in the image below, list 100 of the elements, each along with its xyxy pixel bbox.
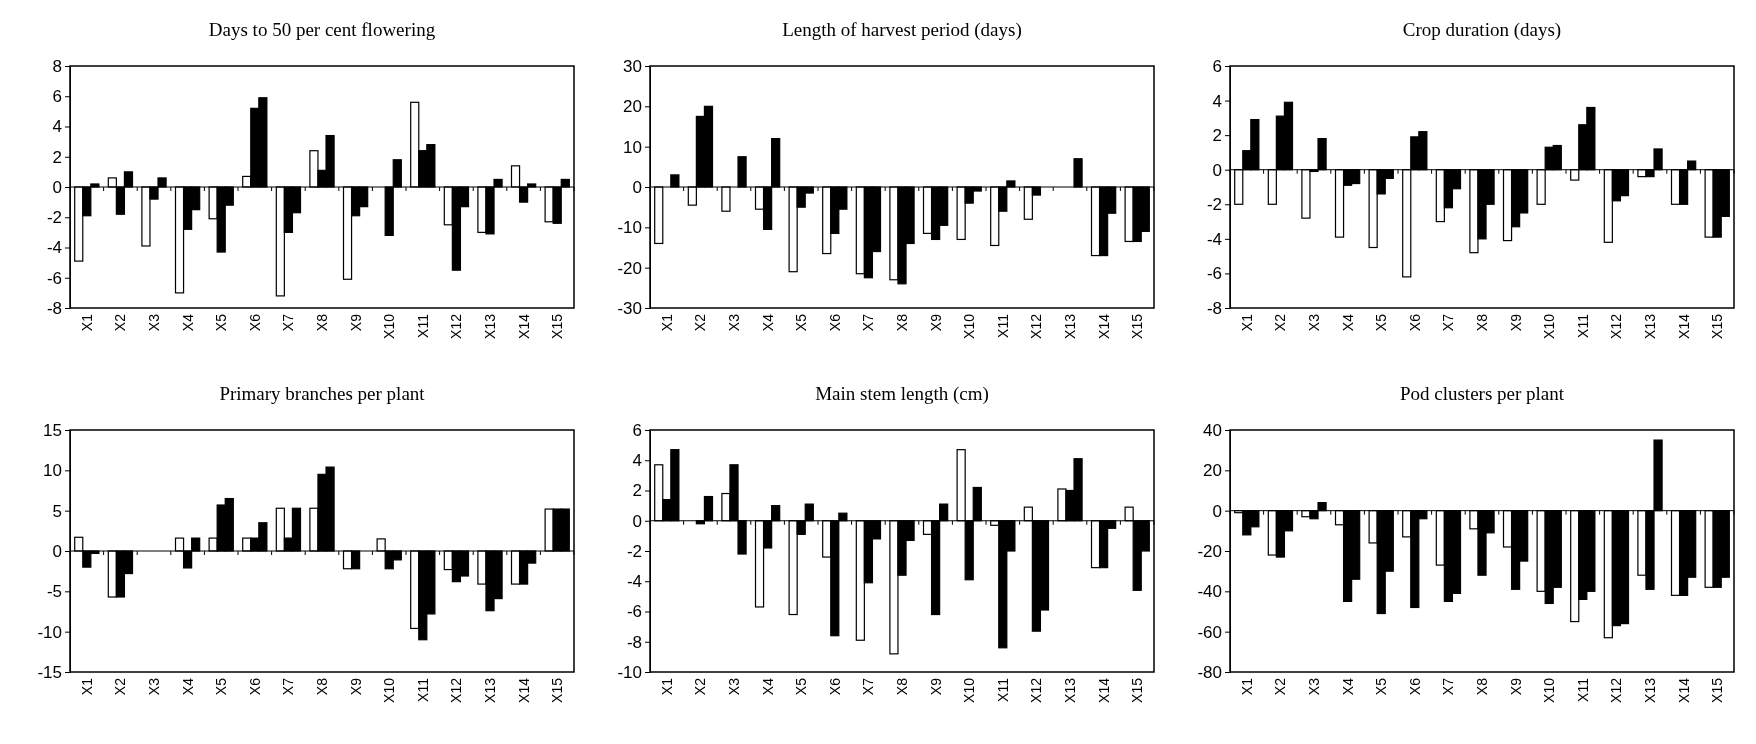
y-tick-label: 5	[52, 501, 62, 521]
x-tick-label: X7	[280, 313, 297, 332]
x-tick-label: X2	[112, 677, 129, 696]
x-tick-label: X11	[1574, 313, 1591, 338]
x-tick-label: X12	[1028, 313, 1045, 339]
y-tick-label: -10	[617, 662, 642, 682]
y-tick-label: 2	[1212, 126, 1222, 146]
x-tick-label: X5	[213, 677, 230, 696]
y-tick-label: -8	[1206, 298, 1222, 318]
x-tick-label: X8	[893, 313, 910, 332]
y-tick-label: 15	[43, 420, 62, 440]
x-tick-label: X14	[1095, 677, 1112, 703]
x-tick-label: X11	[414, 313, 431, 338]
x-tick-label: X11	[994, 677, 1011, 702]
x-tick-label: X8	[893, 677, 910, 696]
y-tick-label: -30	[617, 298, 642, 318]
x-tick-label: X3	[1305, 313, 1322, 332]
x-tick-label: X5	[1373, 677, 1390, 696]
y-tick-label: -6	[46, 268, 62, 288]
x-tick-label: X13	[1061, 313, 1078, 339]
y-tick-label: 30	[623, 56, 642, 76]
x-tick-label: X9	[927, 313, 944, 332]
x-tick-label: X10	[381, 313, 398, 339]
x-tick-label: X5	[793, 313, 810, 332]
x-tick-label: X2	[112, 313, 129, 332]
x-tick-label: X11	[994, 313, 1011, 338]
x-tick-label: X12	[1608, 677, 1625, 703]
x-tick-label: X7	[280, 677, 297, 696]
y-tick-label: 0	[52, 177, 62, 197]
x-tick-label: X1	[78, 313, 95, 332]
x-tick-label: X10	[381, 677, 398, 703]
y-tick-label: -80	[1197, 662, 1222, 682]
x-tick-label: X1	[658, 313, 675, 332]
y-tick-label: -8	[46, 298, 62, 318]
x-tick-label: X8	[313, 313, 330, 332]
x-tick-label: X2	[692, 313, 709, 332]
y-tick-label: 10	[43, 461, 62, 481]
y-tick-label: -6	[1206, 264, 1222, 284]
x-tick-label: X7	[1440, 677, 1457, 696]
x-tick-label: X9	[927, 677, 944, 696]
y-tick-label: 4	[52, 117, 62, 137]
x-tick-label: X8	[1473, 677, 1490, 696]
y-tick-label: -15	[37, 662, 62, 682]
x-tick-label: X15	[549, 677, 566, 703]
x-tick-label: X10	[961, 313, 978, 339]
y-tick-label: -10	[37, 622, 62, 642]
x-tick-label: X15	[1709, 313, 1726, 339]
y-tick-label: 0	[1212, 160, 1222, 180]
x-tick-label: X13	[1641, 313, 1658, 339]
x-tick-label: X4	[1339, 677, 1356, 696]
y-tick-label: -4	[626, 572, 642, 592]
x-tick-label: X7	[860, 677, 877, 696]
y-tick-label: -20	[617, 258, 642, 278]
x-tick-label: X14	[1675, 677, 1692, 703]
chart-title: Main stem length (cm)	[815, 383, 989, 405]
x-tick-label: X10	[1541, 313, 1558, 339]
x-tick-label: X12	[1608, 313, 1625, 339]
y-tick-label: 10	[623, 137, 642, 157]
x-tick-label: X12	[1028, 677, 1045, 703]
x-tick-label: X6	[1406, 313, 1423, 332]
x-tick-label: X1	[658, 677, 675, 696]
x-tick-label: X6	[246, 313, 263, 332]
chart-title: Days to 50 per cent flowering	[208, 19, 436, 40]
y-tick-label: -2	[626, 541, 642, 561]
chart-title: Primary branches per plant	[219, 383, 426, 404]
y-tick-label: 40	[1203, 420, 1222, 440]
x-tick-label: X5	[213, 313, 230, 332]
x-tick-label: X8	[313, 677, 330, 696]
y-tick-label: 6	[632, 420, 642, 440]
y-tick-label: -60	[1197, 622, 1222, 642]
y-tick-label: 4	[632, 451, 642, 471]
y-tick-label: 0	[632, 511, 642, 531]
y-tick-label: 0	[1212, 501, 1222, 521]
x-tick-label: X15	[549, 313, 566, 339]
y-tick-label: -5	[46, 582, 62, 602]
y-tick-label: 4	[1212, 91, 1222, 111]
y-tick-label: 6	[1212, 56, 1222, 76]
x-tick-label: X5	[793, 677, 810, 696]
x-tick-label: X15	[1129, 677, 1146, 703]
y-tick-label: 6	[52, 87, 62, 107]
x-tick-label: X14	[515, 313, 532, 339]
y-tick-label: -20	[1197, 541, 1222, 561]
x-tick-label: X13	[481, 677, 498, 703]
x-tick-label: X9	[1507, 313, 1524, 332]
y-tick-label: -40	[1197, 582, 1222, 602]
x-tick-label: X6	[826, 677, 843, 696]
y-tick-label: 20	[1203, 461, 1222, 481]
x-tick-label: X3	[145, 313, 162, 332]
x-tick-label: X4	[179, 313, 196, 332]
y-tick-label: -4	[1206, 229, 1222, 249]
x-tick-label: X3	[725, 313, 742, 332]
x-tick-label: X8	[1473, 313, 1490, 332]
y-tick-label: -2	[1206, 195, 1222, 215]
y-tick-label: 2	[52, 147, 62, 167]
y-tick-label: -6	[626, 602, 642, 622]
x-tick-label: X4	[759, 313, 776, 332]
x-tick-label: X6	[826, 313, 843, 332]
x-tick-label: X13	[1061, 677, 1078, 703]
y-tick-label: -8	[626, 632, 642, 652]
x-tick-label: X10	[961, 677, 978, 703]
